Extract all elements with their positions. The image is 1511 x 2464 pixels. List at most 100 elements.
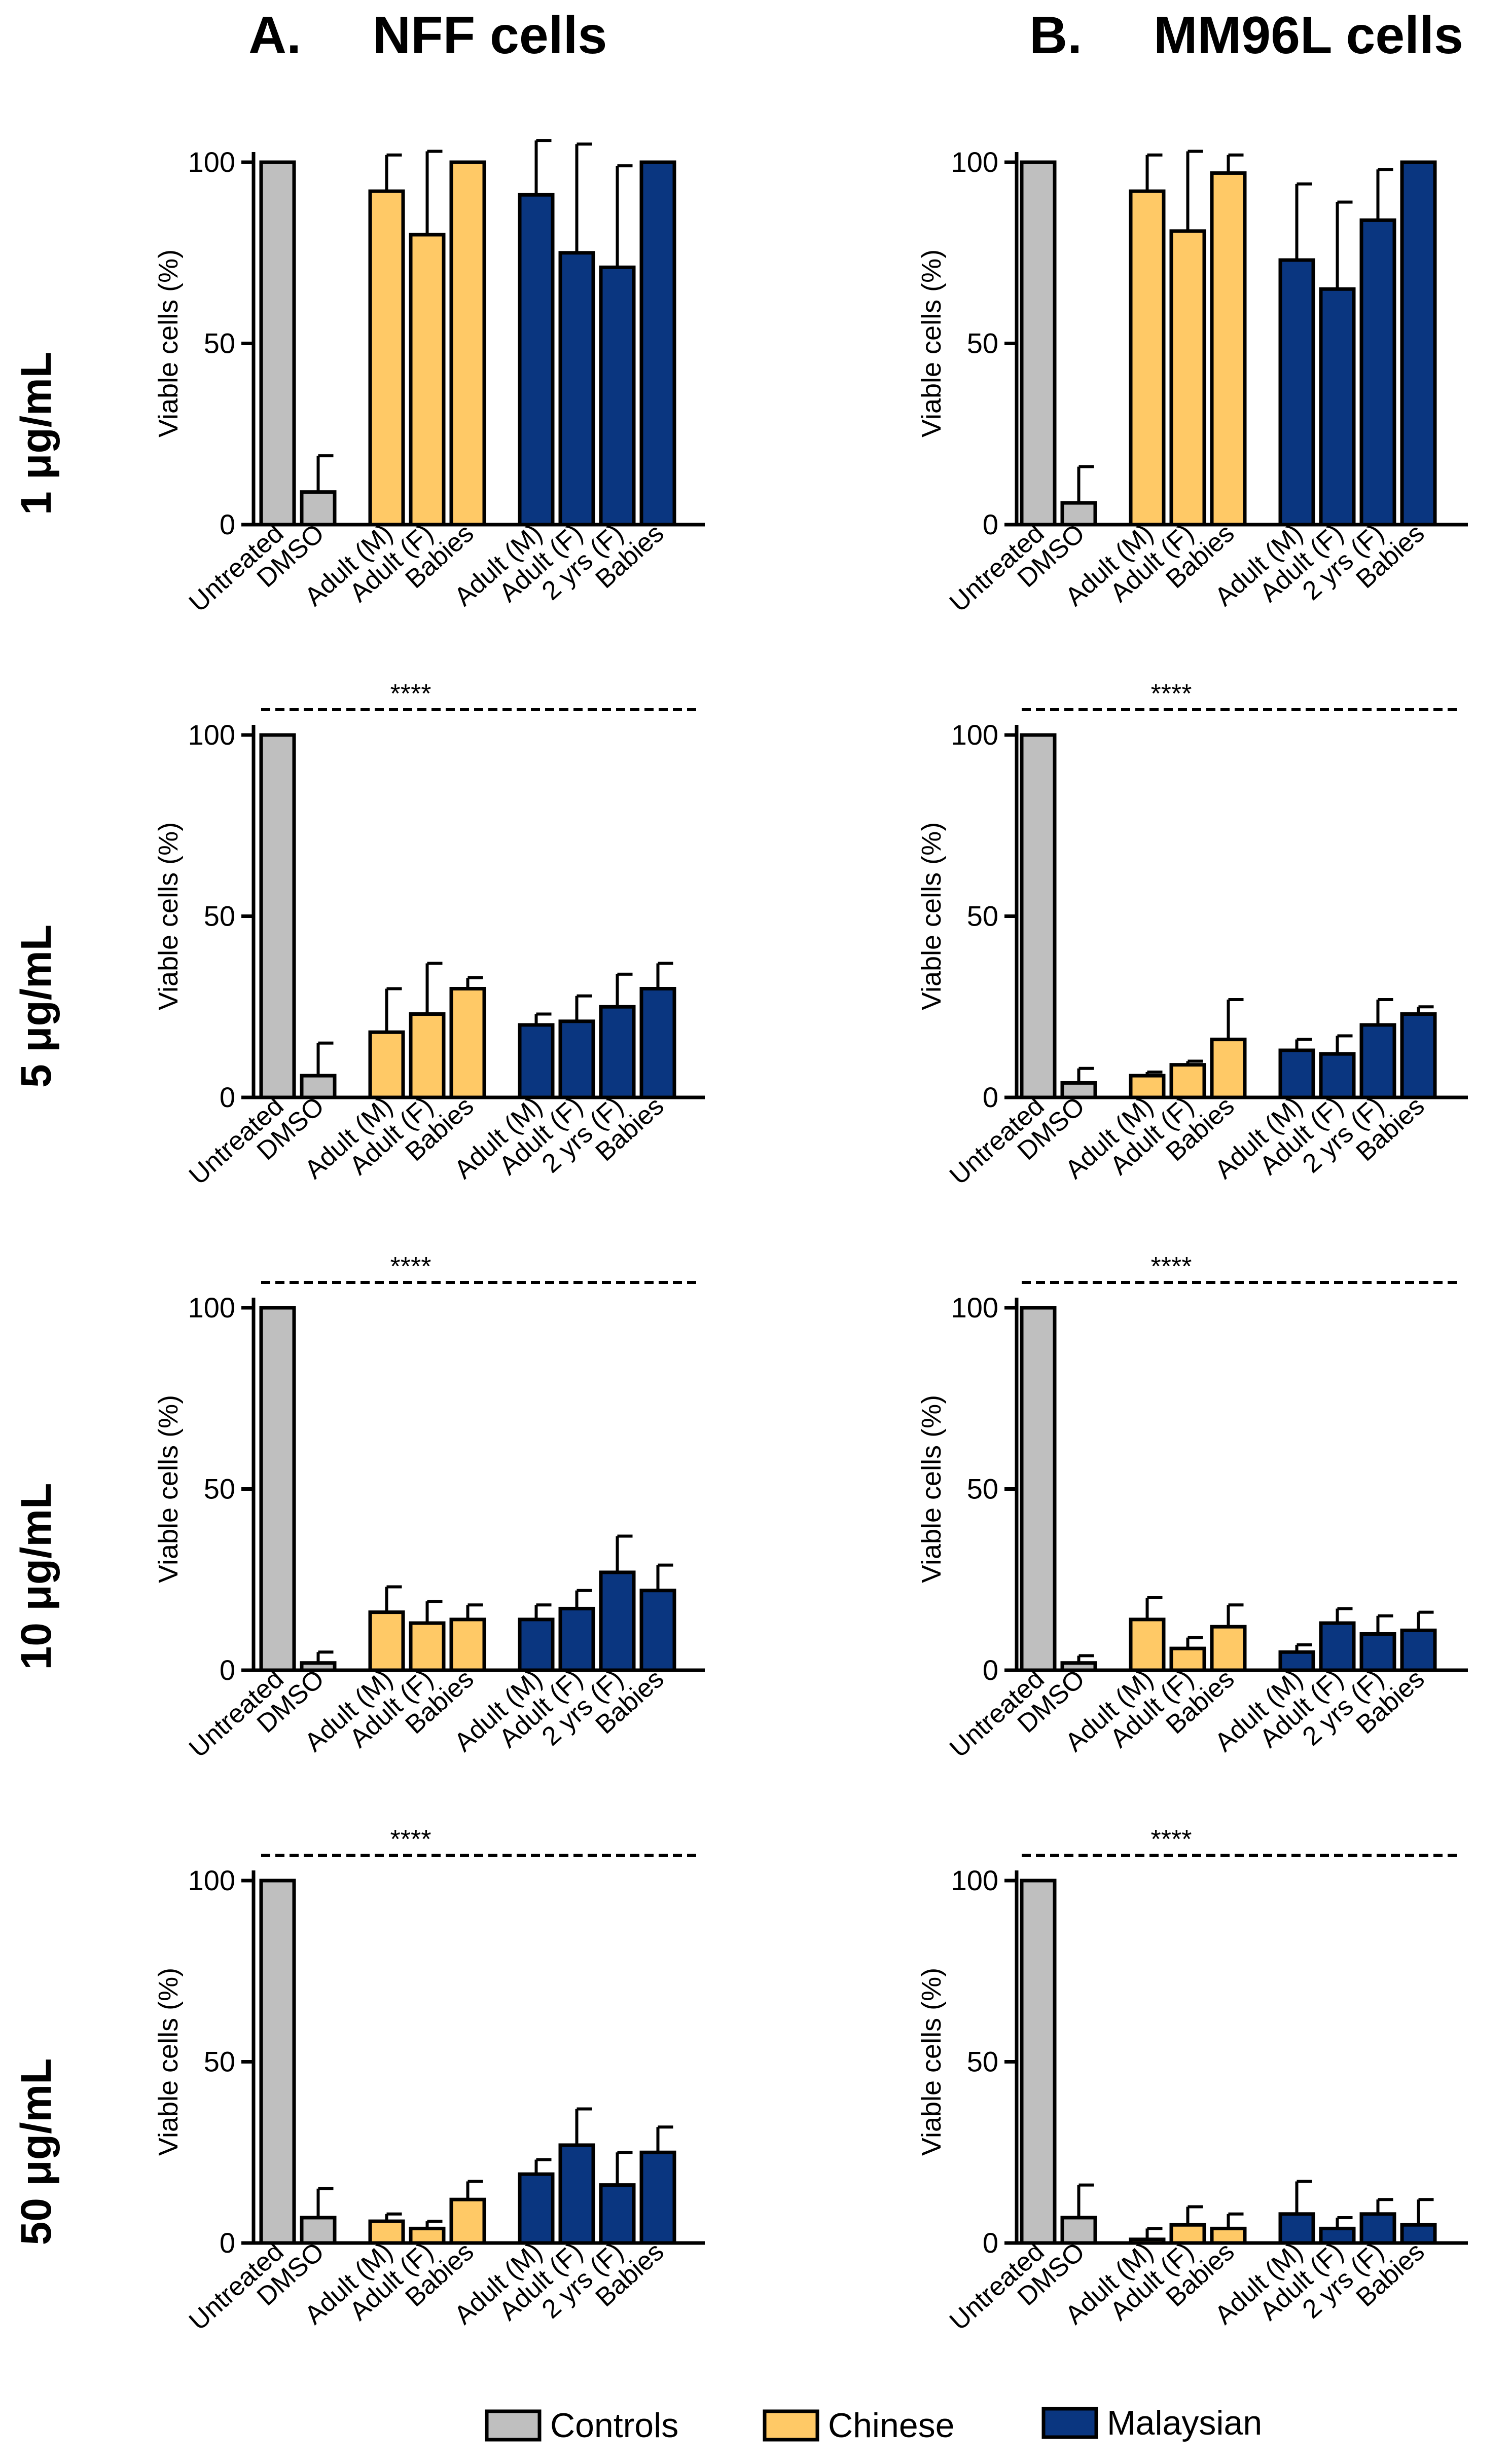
bar [1319,1621,1356,1672]
y-tick-label: 50 [967,327,998,359]
bar [1319,2226,1356,2245]
bar [1359,1632,1396,1672]
y-axis-label: Viable cells (%) [153,1968,184,2156]
significance-label: **** [1151,1252,1192,1281]
y-tick-label: 0 [220,1654,235,1686]
bar [518,1617,555,1672]
y-tick-label: 100 [951,1292,998,1323]
bar [449,987,486,1099]
legend-swatch-malaysian [1041,2407,1098,2439]
bar [1400,1628,1437,1672]
bar [409,1621,446,1672]
y-tick-label: 50 [967,1473,998,1505]
significance-label: **** [1151,1825,1192,1854]
bar [599,1570,636,1672]
bar [518,2172,555,2245]
significance-label: **** [390,1825,431,1854]
column-b-title: MM96L cells [1154,6,1463,65]
column-a-letter: A. [248,6,301,65]
bar [259,160,296,527]
bar [1400,2223,1437,2245]
bar [639,1589,676,1672]
bar [639,987,676,1099]
y-tick-label: 100 [951,1864,998,1896]
bar [599,2183,636,2245]
row-label-1: 1 μg/mL [12,352,60,515]
y-axis-label: Viable cells (%) [916,1968,947,2156]
column-b-letter: B. [1029,6,1082,65]
y-axis-label: Viable cells (%) [153,822,184,1010]
bar [1129,1074,1166,1099]
y-tick-label: 50 [204,327,235,359]
legend-swatch-controls [485,2409,542,2442]
bar [599,265,636,527]
bar [449,160,486,527]
y-tick-label: 50 [967,900,998,932]
bar [409,1012,446,1099]
bar [259,1879,296,2245]
bar [558,2143,595,2245]
y-tick-label: 50 [204,900,235,932]
legend-label-chinese: Chinese [828,2406,955,2445]
bar [1020,733,1057,1099]
bar [558,1606,595,1672]
bar [1169,1646,1206,1672]
bar [1210,1038,1247,1099]
bar [1400,160,1437,527]
bar [1129,189,1166,527]
bar [1359,2212,1396,2245]
bar [1359,218,1396,527]
bar [1210,171,1247,527]
row-label-5: 5 μg/mL [12,925,60,1088]
bar [449,2197,486,2245]
bar [259,1306,296,1672]
y-axis-label: Viable cells (%) [153,249,184,437]
significance-label: **** [390,679,431,709]
bar [1359,1023,1396,1099]
legend-label-controls: Controls [550,2406,678,2445]
y-tick-label: 0 [983,2227,998,2259]
bar [368,1030,405,1099]
bar [1060,2216,1097,2245]
y-tick-label: 100 [188,719,235,751]
bar [1169,229,1206,527]
bar [639,2150,676,2245]
y-axis-label: Viable cells (%) [916,249,947,437]
y-axis-label: Viable cells (%) [916,822,947,1010]
significance-label: **** [1151,679,1192,709]
y-tick-label: 100 [188,146,235,178]
bar [368,189,405,527]
bar [1400,1012,1437,1099]
bar [1169,1063,1206,1099]
y-axis-label: Viable cells (%) [916,1395,947,1583]
row-label-50: 50 μg/mL [12,2058,60,2246]
y-tick-label: 0 [220,508,235,540]
bar [1210,1625,1247,1672]
bar [1020,1879,1057,2245]
bar [1060,501,1097,527]
bar [599,1005,636,1099]
bar [558,1019,595,1099]
bar [1319,1052,1356,1099]
y-tick-label: 0 [983,508,998,540]
y-tick-label: 0 [983,1081,998,1113]
bar [300,1074,337,1099]
y-tick-label: 0 [220,1081,235,1113]
y-tick-label: 0 [983,1654,998,1686]
bar [1278,2212,1315,2245]
legend-swatch-chinese [763,2409,819,2442]
bar [259,733,296,1099]
y-tick-label: 100 [951,146,998,178]
bar [300,490,337,527]
significance-label: **** [390,1252,431,1281]
